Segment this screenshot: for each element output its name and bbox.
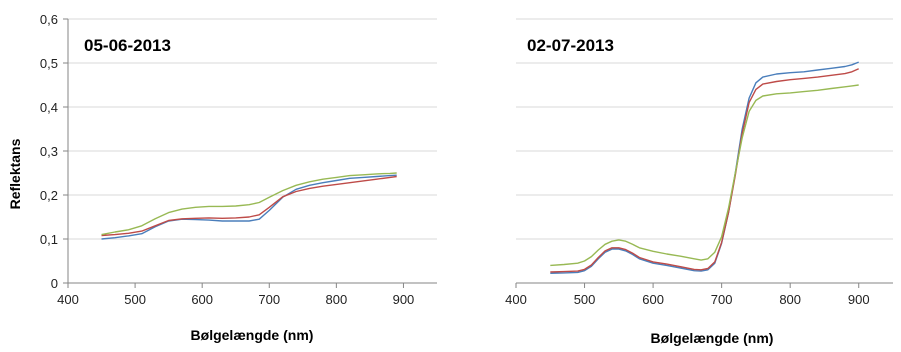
x-tick-label: 500: [574, 292, 596, 307]
y-tick-label: 0,5: [40, 56, 58, 71]
y-tick-label: 0,4: [40, 100, 58, 115]
panel-02-07-2013: 02-07-2013 Bølgelængde (nm) 400 500 600 700…: [505, 18, 893, 346]
y-axis-title: Reflektans: [7, 138, 23, 209]
x-tick-label: 400: [505, 292, 527, 307]
series-line-2: [550, 68, 859, 273]
panel-05-06-2013: 05-06-2013 Bølgelængde (nm) 0 0,1 0,2 0,3 0,…: [40, 12, 437, 343]
series-line-3: [550, 84, 859, 267]
series-line-1: [101, 174, 397, 240]
y-tick-label: 0,1: [40, 232, 58, 247]
series-line-3: [101, 172, 397, 236]
panel-title: 05-06-2013: [84, 36, 171, 55]
y-tick-label: 0: [51, 276, 58, 291]
x-tick-label: 500: [124, 292, 146, 307]
y-tick-label: 0,3: [40, 144, 58, 159]
x-tick-label: 700: [258, 292, 280, 307]
x-tick-label: 800: [326, 292, 348, 307]
x-tick-label: 600: [642, 292, 664, 307]
x-axis-title: Bølgelængde (nm): [191, 327, 314, 343]
x-tick-label: 400: [57, 292, 79, 307]
x-tick-label: 800: [779, 292, 801, 307]
y-tick-label: 0,2: [40, 188, 58, 203]
x-tick-label: 600: [191, 292, 213, 307]
gridlines: [68, 18, 437, 240]
y-tick-label: 0,6: [40, 12, 58, 27]
x-tick-label: 900: [848, 292, 870, 307]
gridlines: [516, 18, 893, 240]
series-line-2: [101, 175, 397, 237]
series-line-1: [550, 61, 859, 274]
x-tick-label: 700: [711, 292, 733, 307]
x-tick-label: 900: [393, 292, 415, 307]
panel-title: 02-07-2013: [527, 36, 614, 55]
x-axis-title: Bølgelængde (nm): [651, 330, 774, 346]
